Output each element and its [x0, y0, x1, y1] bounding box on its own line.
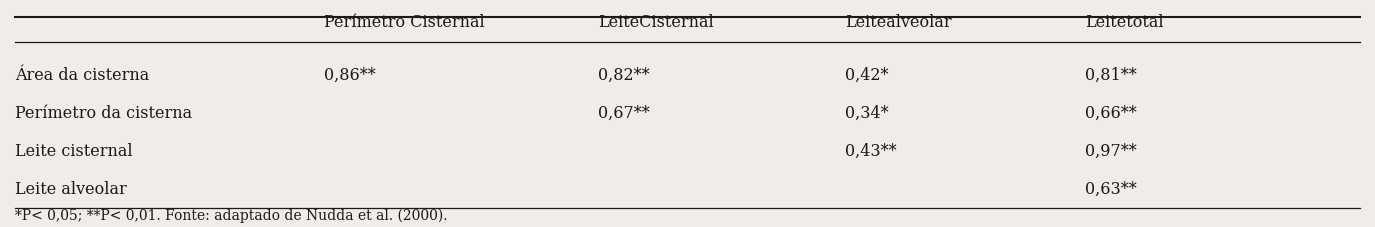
Text: 0,34*: 0,34* [846, 105, 888, 122]
Text: Perímetro Cisternal: Perímetro Cisternal [324, 14, 484, 31]
Text: 0,63**: 0,63** [1085, 181, 1137, 198]
Text: 0,97**: 0,97** [1085, 143, 1137, 160]
Text: 0,66**: 0,66** [1085, 105, 1137, 122]
Text: Área da cisterna: Área da cisterna [15, 67, 150, 84]
Text: 0,81**: 0,81** [1085, 67, 1137, 84]
Text: 0,43**: 0,43** [846, 143, 896, 160]
Text: Leitetotal: Leitetotal [1085, 14, 1165, 31]
Text: 0,67**: 0,67** [598, 105, 650, 122]
Text: LeiteCisternal: LeiteCisternal [598, 14, 714, 31]
Text: Leite alveolar: Leite alveolar [15, 181, 126, 198]
Text: 0,86**: 0,86** [324, 67, 375, 84]
Text: *P< 0,05; **P< 0,01. Fonte: adaptado de Nudda et al. (2000).: *P< 0,05; **P< 0,01. Fonte: adaptado de … [15, 209, 448, 223]
Text: 0,82**: 0,82** [598, 67, 650, 84]
Text: Leitealveolar: Leitealveolar [846, 14, 952, 31]
Text: Leite cisternal: Leite cisternal [15, 143, 133, 160]
Text: 0,42*: 0,42* [846, 67, 888, 84]
Text: Perímetro da cisterna: Perímetro da cisterna [15, 105, 192, 122]
